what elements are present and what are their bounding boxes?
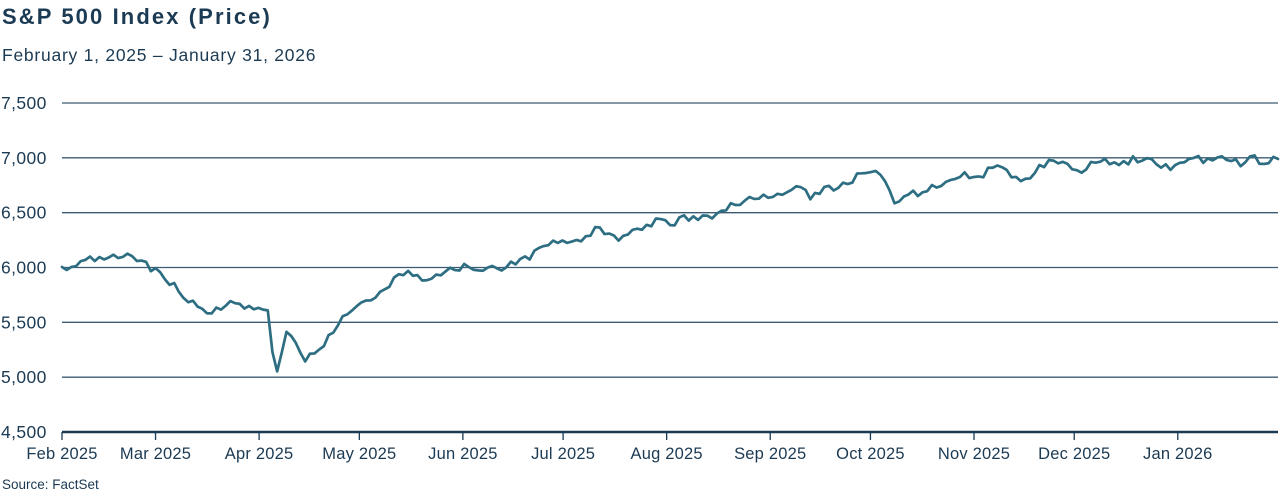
svg-text:Apr 2025: Apr 2025 (225, 445, 294, 463)
svg-text:Jul 2025: Jul 2025 (531, 445, 595, 463)
svg-text:Nov 2025: Nov 2025 (938, 445, 1010, 463)
svg-text:5,000: 5,000 (1, 367, 47, 387)
svg-text:Sep 2025: Sep 2025 (734, 445, 806, 463)
svg-text:5,500: 5,500 (1, 312, 47, 332)
svg-text:7,000: 7,000 (1, 148, 47, 168)
svg-text:Jun 2025: Jun 2025 (428, 445, 498, 463)
svg-text:Dec 2025: Dec 2025 (1038, 445, 1110, 463)
svg-text:7,500: 7,500 (1, 93, 47, 113)
svg-text:6,500: 6,500 (1, 203, 47, 223)
svg-text:Oct 2025: Oct 2025 (836, 445, 905, 463)
svg-text:Feb 2025: Feb 2025 (26, 445, 97, 463)
svg-text:4,500: 4,500 (1, 422, 47, 442)
svg-text:Jan 2026: Jan 2026 (1143, 445, 1213, 463)
svg-text:Mar 2025: Mar 2025 (120, 445, 191, 463)
svg-text:6,000: 6,000 (1, 258, 47, 278)
svg-text:May 2025: May 2025 (322, 445, 396, 463)
svg-text:Aug 2025: Aug 2025 (631, 445, 703, 463)
